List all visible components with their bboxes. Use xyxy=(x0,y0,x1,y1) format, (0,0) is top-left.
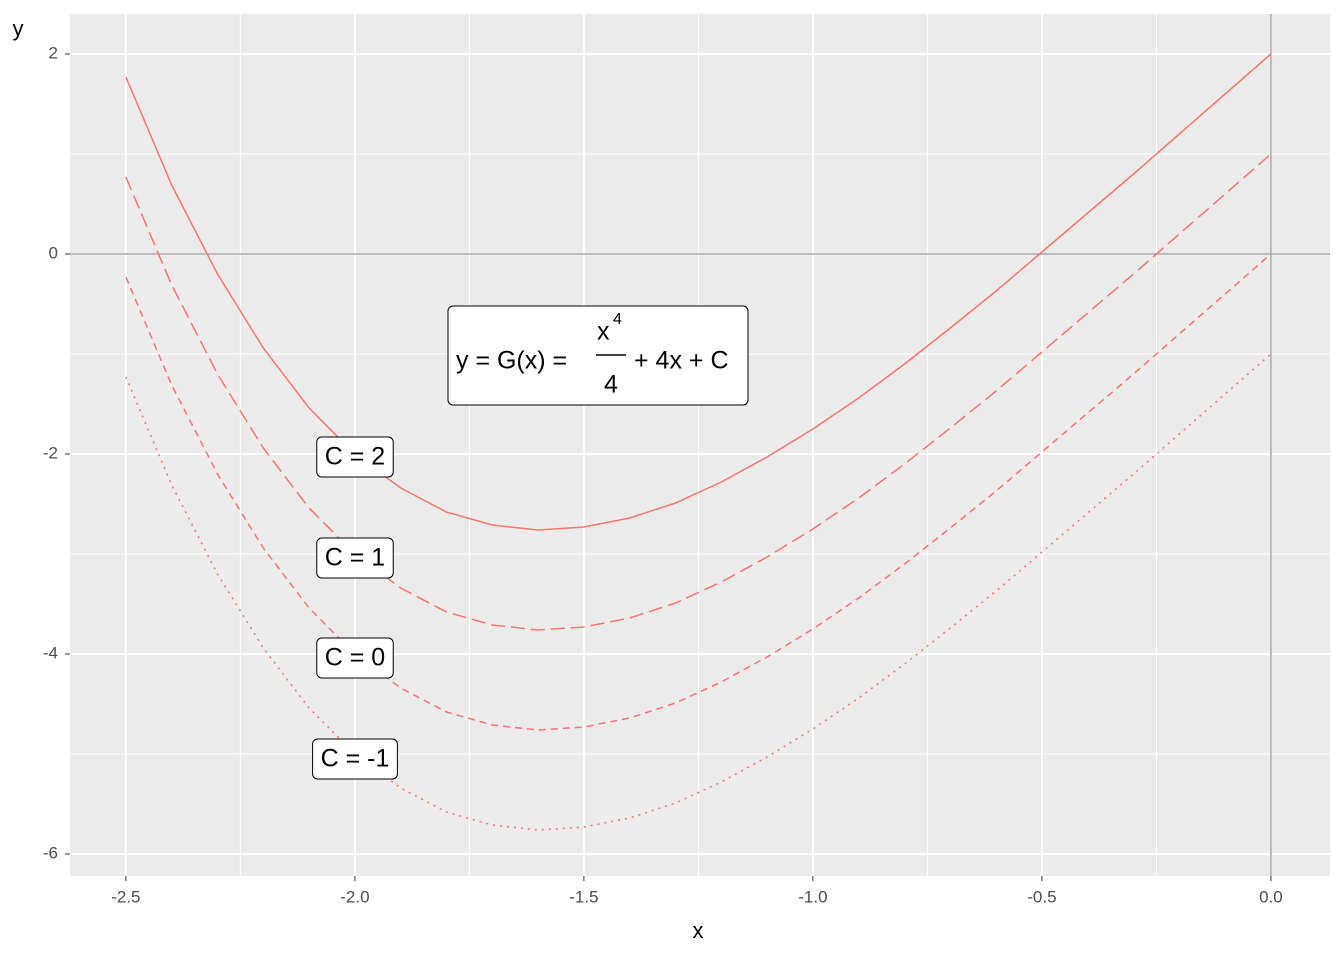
x-tick-label: -0.5 xyxy=(1027,887,1056,906)
panel xyxy=(70,14,1330,876)
x-tick-label: -1.0 xyxy=(798,887,827,906)
x-tick-label: -2.5 xyxy=(111,887,140,906)
curve-label-box xyxy=(316,436,394,478)
curve-label-text: C = 0 xyxy=(325,644,385,672)
formula-lhs: y = G(x) = xyxy=(456,347,567,375)
formula-exponent: 4 xyxy=(613,311,622,328)
formula-denominator: 4 xyxy=(604,371,618,399)
series-line xyxy=(125,353,1272,831)
x-axis-title: x xyxy=(693,918,704,943)
x-tick-label: 0.0 xyxy=(1259,887,1283,906)
series-line xyxy=(125,253,1272,731)
curve-label: C = 0 xyxy=(316,637,394,679)
curve-label-text: C = -1 xyxy=(321,745,390,773)
x-tick-label: -2.0 xyxy=(340,887,369,906)
formula-numerator: x xyxy=(597,318,610,346)
curve-label-box xyxy=(316,637,394,679)
y-tick-label: -4 xyxy=(43,643,58,662)
y-axis-title: y xyxy=(13,16,24,41)
curve-label: C = 2 xyxy=(316,436,394,478)
curve-label-text: C = 2 xyxy=(325,443,385,471)
formula-box: y = G(x) = x 4 4 + 4x + C xyxy=(447,305,749,406)
curve-label-box xyxy=(316,537,394,579)
plot-area: C = 2 C = 1 C = 0 C = -1 xyxy=(70,14,1330,876)
curve-label-text: C = 1 xyxy=(325,544,385,572)
series-line xyxy=(125,153,1272,631)
y-tick-label: 2 xyxy=(49,43,58,62)
curve-label: C = -1 xyxy=(312,738,398,780)
y-tick-label: 0 xyxy=(49,243,58,262)
formula-rhs: + 4x + C xyxy=(634,347,729,375)
y-tick-label: -6 xyxy=(43,843,58,862)
series-line xyxy=(125,53,1272,531)
x-tick-label: -1.5 xyxy=(569,887,598,906)
curve-label-box xyxy=(312,738,398,780)
y-tick-label: -2 xyxy=(43,443,58,462)
curve-label: C = 1 xyxy=(316,537,394,579)
